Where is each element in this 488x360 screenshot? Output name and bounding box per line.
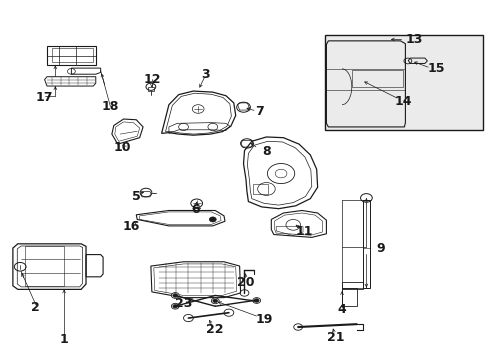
Text: 12: 12 [143, 73, 160, 86]
Circle shape [171, 303, 179, 309]
Text: 15: 15 [427, 62, 444, 75]
Circle shape [209, 217, 216, 222]
Text: 16: 16 [122, 220, 140, 233]
Text: 7: 7 [254, 105, 263, 118]
Circle shape [171, 293, 179, 298]
Text: 11: 11 [295, 225, 312, 238]
Circle shape [252, 298, 260, 303]
Text: 5: 5 [132, 190, 141, 203]
Bar [325, 35, 483, 130]
Text: 14: 14 [393, 95, 411, 108]
Text: 4: 4 [337, 303, 346, 316]
Text: 8: 8 [262, 145, 270, 158]
Text: 2: 2 [31, 301, 40, 314]
Circle shape [172, 305, 177, 308]
Circle shape [212, 299, 217, 303]
Text: 3: 3 [201, 68, 209, 81]
Text: 19: 19 [255, 312, 272, 326]
Text: 10: 10 [114, 141, 131, 154]
Text: 1: 1 [60, 333, 68, 346]
Text: 17: 17 [36, 91, 53, 104]
Text: 18: 18 [102, 100, 119, 113]
Text: 6: 6 [191, 203, 200, 216]
Text: 13: 13 [405, 33, 422, 46]
Circle shape [172, 294, 177, 297]
Circle shape [211, 298, 219, 304]
Text: 9: 9 [376, 242, 385, 255]
Text: 23: 23 [175, 297, 192, 310]
Text: 20: 20 [236, 276, 254, 289]
Circle shape [254, 299, 259, 302]
Text: 21: 21 [327, 330, 344, 343]
Text: 22: 22 [206, 323, 224, 336]
